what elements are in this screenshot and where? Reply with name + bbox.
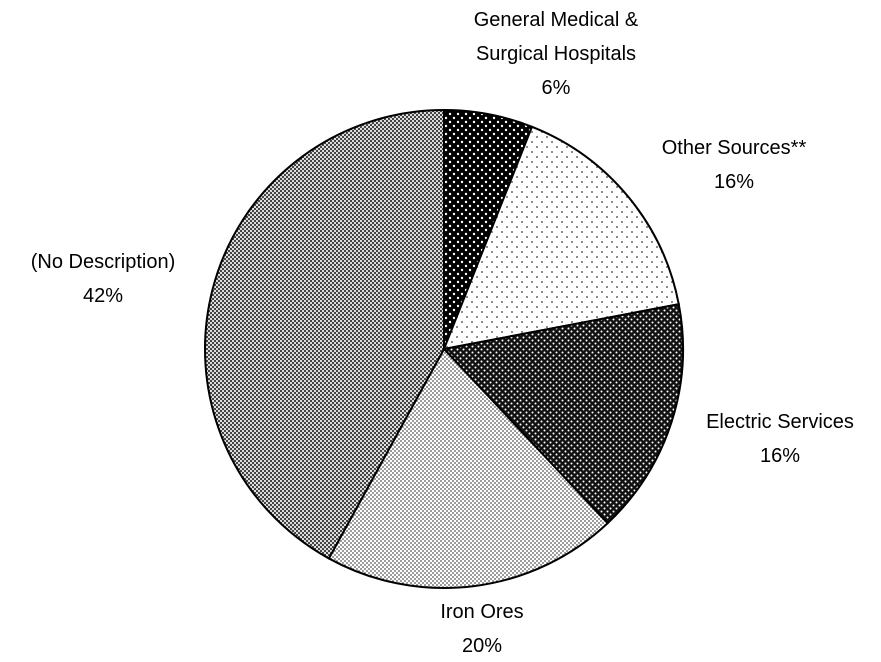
value-label: 42% <box>82 285 124 307</box>
category-label: Other Sources** <box>661 137 807 159</box>
slice-label: Other Sources** 16% <box>614 131 854 199</box>
pie-slice <box>204 108 445 560</box>
category-label: General Medical & Surgical Hospitals <box>473 9 639 65</box>
slice-label: Electric Services 16% <box>660 405 881 473</box>
category-label: (No Description) <box>30 251 176 273</box>
value-label: 16% <box>713 171 755 193</box>
slice-label: General Medical & Surgical Hospitals 6% <box>441 3 671 105</box>
pie-slice <box>442 125 680 351</box>
value-label: 6% <box>541 77 571 99</box>
slice-label: Iron Ores 20% <box>382 595 582 662</box>
pie-slice <box>442 303 684 525</box>
pie-slice <box>327 347 610 589</box>
slice-label: (No Description) 42% <box>0 245 213 313</box>
value-label: 16% <box>759 445 801 467</box>
value-label: 20% <box>461 635 503 657</box>
category-label: Electric Services <box>706 411 854 433</box>
category-label: Iron Ores <box>440 601 524 623</box>
